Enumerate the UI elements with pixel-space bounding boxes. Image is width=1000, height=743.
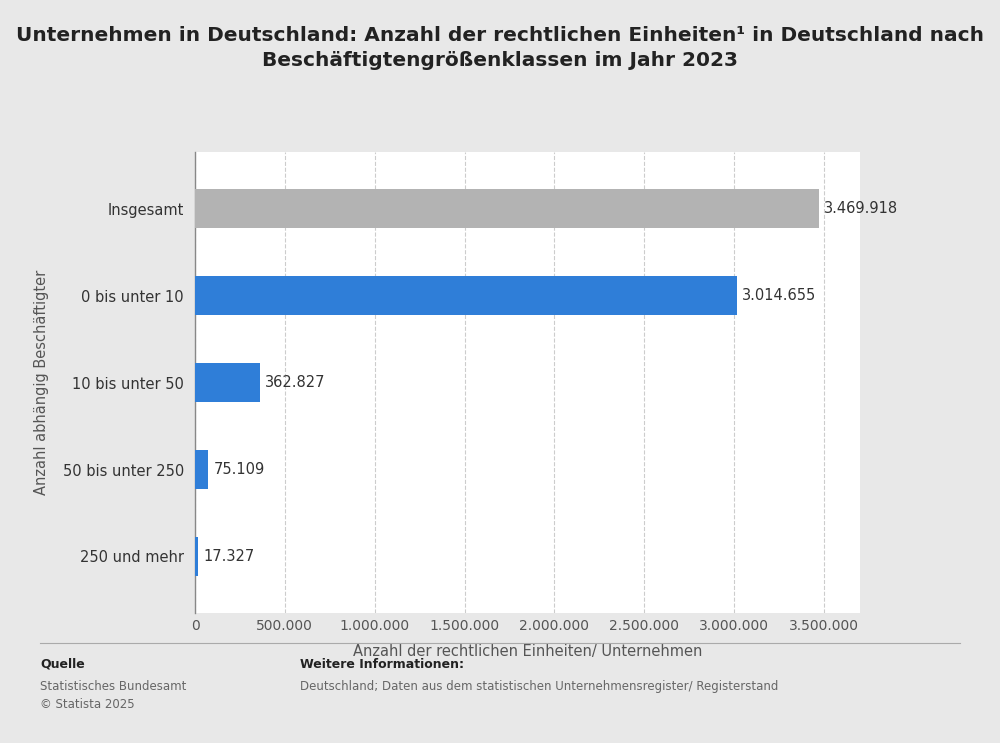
Text: Quelle: Quelle	[40, 658, 85, 670]
Bar	[195, 189, 819, 228]
Text: 75.109: 75.109	[214, 462, 265, 477]
Text: © Statista 2025: © Statista 2025	[40, 698, 135, 711]
Text: Deutschland; Daten aus dem statistischen Unternehmensregister/ Registerstand: Deutschland; Daten aus dem statistischen…	[300, 680, 778, 692]
Bar	[195, 537, 198, 576]
Y-axis label: Anzahl abhängig Beschäftigter: Anzahl abhängig Beschäftigter	[34, 270, 49, 496]
Bar	[195, 450, 208, 489]
Text: 3.014.655: 3.014.655	[742, 288, 816, 303]
Bar	[195, 363, 260, 402]
Bar	[195, 276, 737, 315]
Text: Unternehmen in Deutschland: Anzahl der rechtlichen Einheiten¹ in Deutschland nac: Unternehmen in Deutschland: Anzahl der r…	[16, 26, 984, 70]
Text: Weitere Informationen:: Weitere Informationen:	[300, 658, 464, 670]
Text: 3.469.918: 3.469.918	[824, 201, 898, 216]
Text: 362.827: 362.827	[265, 375, 326, 390]
X-axis label: Anzahl der rechtlichen Einheiten/ Unternehmen: Anzahl der rechtlichen Einheiten/ Untern…	[353, 643, 702, 658]
Text: 17.327: 17.327	[203, 549, 254, 564]
Text: Statistisches Bundesamt: Statistisches Bundesamt	[40, 680, 186, 692]
